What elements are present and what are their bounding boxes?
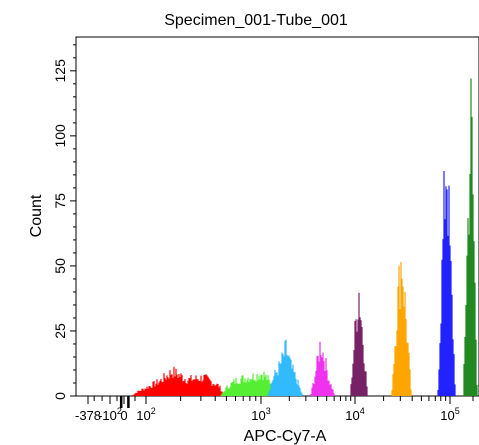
histogram-series-7 <box>437 171 456 396</box>
y-axis-label: Count <box>28 194 45 237</box>
y-tick-label: 100 <box>52 124 68 148</box>
chart-title: Specimen_001-Tube_001 <box>164 12 348 29</box>
histogram-series-4 <box>310 341 335 396</box>
x-tick-label: 103 <box>251 406 270 423</box>
plot-area <box>75 36 479 397</box>
histogram-series-6 <box>391 261 412 396</box>
x-axis-label: APC-Cy7-A <box>244 428 327 445</box>
x-tick-label: 105 <box>440 406 459 423</box>
x-tick-label: 104 <box>345 406 364 423</box>
histogram-series-3 <box>267 339 303 396</box>
x-tick-label: -378 <box>75 408 101 423</box>
y-tick-label: 25 <box>52 323 68 339</box>
y-tick-label: 0 <box>52 392 68 400</box>
y-tick-label: 50 <box>52 258 68 274</box>
x-tick-label: 0 <box>120 408 127 423</box>
x-tick-label: 102 <box>136 406 155 423</box>
series-layer <box>132 78 478 396</box>
y-tick-label: 125 <box>52 59 68 83</box>
histogram-series-8 <box>463 78 478 396</box>
histogram-series-5 <box>350 292 368 396</box>
y-axis: 0 25 50 75 100 125 <box>52 44 76 400</box>
x-tick-label: -102 <box>98 406 122 423</box>
y-tick-label: 75 <box>52 193 68 209</box>
histogram-series-1 <box>132 366 225 396</box>
